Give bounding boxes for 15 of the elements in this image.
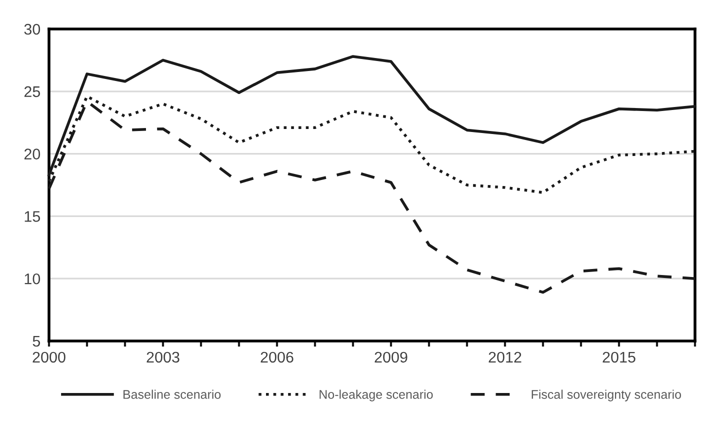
x-tick-label: 2000 xyxy=(32,352,66,363)
y-tick-label: 10 xyxy=(24,273,40,284)
x-tick-label: 2009 xyxy=(374,352,408,363)
x-tick-label: 2015 xyxy=(602,352,636,363)
legend-label: No-leakage scenario xyxy=(320,390,433,402)
x-tick-label: 2012 xyxy=(488,352,522,363)
y-tick-label: 20 xyxy=(24,148,40,160)
legend-label: Baseline scenario xyxy=(124,390,221,399)
y-tick-label: 25 xyxy=(24,86,40,98)
y-tick-label: 15 xyxy=(24,211,40,222)
y-tick-label: 30 xyxy=(24,24,40,35)
x-tick-label: 2003 xyxy=(146,352,180,363)
x-tick-label: 2006 xyxy=(260,352,294,363)
legend-label: Fiscal sovereignty scenario xyxy=(532,390,682,402)
y-tick-label: 5 xyxy=(32,336,40,347)
